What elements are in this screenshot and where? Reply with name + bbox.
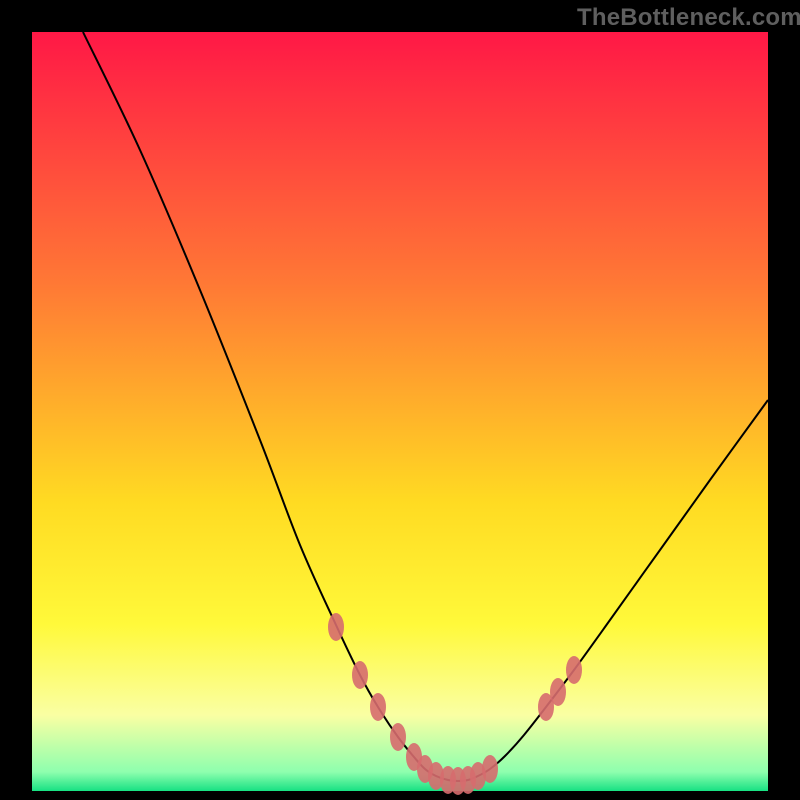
watermark-text: TheBottleneck.com (577, 4, 800, 32)
chart-plot-area (32, 32, 768, 791)
